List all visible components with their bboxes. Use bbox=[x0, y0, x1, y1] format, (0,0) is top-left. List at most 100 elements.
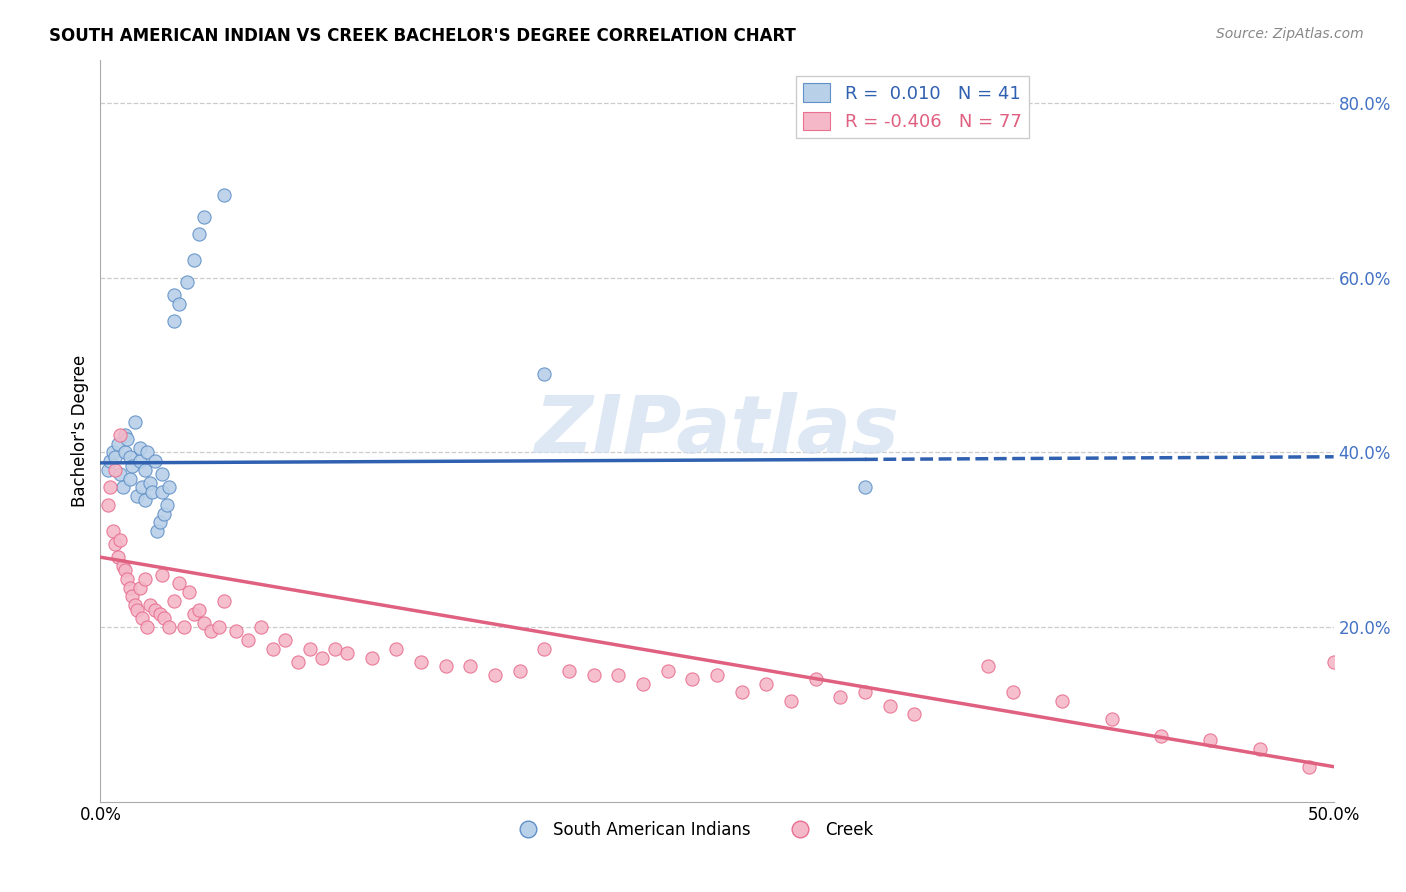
Point bbox=[114, 563, 136, 577]
Point bbox=[128, 454, 150, 468]
Point bbox=[111, 480, 134, 494]
Point bbox=[156, 498, 179, 512]
Point bbox=[298, 641, 321, 656]
Point bbox=[183, 253, 205, 268]
Point bbox=[533, 367, 555, 381]
Point bbox=[188, 227, 211, 242]
Point bbox=[148, 515, 170, 529]
Point bbox=[118, 581, 141, 595]
Point bbox=[153, 611, 176, 625]
Point bbox=[143, 602, 166, 616]
Point bbox=[193, 615, 215, 630]
Point bbox=[121, 458, 143, 473]
Point bbox=[385, 641, 408, 656]
Point bbox=[107, 436, 129, 450]
Point bbox=[360, 650, 382, 665]
Point bbox=[108, 533, 131, 547]
Point bbox=[249, 620, 271, 634]
Point bbox=[127, 602, 149, 616]
Point bbox=[804, 673, 827, 687]
Point bbox=[1150, 729, 1173, 743]
Point bbox=[141, 484, 163, 499]
Point bbox=[212, 594, 235, 608]
Point bbox=[150, 467, 173, 482]
Point bbox=[153, 507, 176, 521]
Point bbox=[558, 664, 581, 678]
Point bbox=[225, 624, 247, 639]
Point bbox=[208, 620, 231, 634]
Point bbox=[903, 707, 925, 722]
Point bbox=[1249, 742, 1271, 756]
Point bbox=[163, 594, 186, 608]
Point bbox=[134, 493, 156, 508]
Point bbox=[657, 664, 679, 678]
Point bbox=[143, 454, 166, 468]
Point bbox=[134, 572, 156, 586]
Point bbox=[98, 480, 121, 494]
Point bbox=[409, 655, 432, 669]
Point bbox=[879, 698, 901, 713]
Point bbox=[200, 624, 222, 639]
Point bbox=[311, 650, 333, 665]
Point bbox=[484, 668, 506, 682]
Point bbox=[1298, 759, 1320, 773]
Point bbox=[104, 537, 127, 551]
Point bbox=[853, 685, 876, 699]
Point bbox=[124, 415, 146, 429]
Point bbox=[114, 428, 136, 442]
Point bbox=[108, 467, 131, 482]
Point bbox=[323, 641, 346, 656]
Point bbox=[128, 441, 150, 455]
Point bbox=[1052, 694, 1074, 708]
Point bbox=[117, 433, 139, 447]
Point bbox=[138, 598, 160, 612]
Point bbox=[607, 668, 630, 682]
Point bbox=[1101, 712, 1123, 726]
Point bbox=[212, 187, 235, 202]
Point bbox=[631, 677, 654, 691]
Point bbox=[434, 659, 457, 673]
Point bbox=[136, 620, 159, 634]
Point bbox=[1323, 655, 1346, 669]
Point bbox=[730, 685, 752, 699]
Point bbox=[121, 590, 143, 604]
Point bbox=[97, 498, 120, 512]
Y-axis label: Bachelor's Degree: Bachelor's Degree bbox=[72, 354, 89, 507]
Text: ZIPatlas: ZIPatlas bbox=[534, 392, 900, 469]
Point bbox=[146, 524, 169, 538]
Point bbox=[104, 463, 127, 477]
Point bbox=[533, 641, 555, 656]
Point bbox=[176, 275, 198, 289]
Point bbox=[173, 620, 195, 634]
Point bbox=[274, 633, 297, 648]
Point bbox=[128, 581, 150, 595]
Point bbox=[138, 475, 160, 490]
Point bbox=[163, 314, 186, 328]
Point bbox=[262, 641, 284, 656]
Point bbox=[101, 524, 124, 538]
Point bbox=[853, 480, 876, 494]
Point bbox=[157, 620, 180, 634]
Point bbox=[134, 463, 156, 477]
Point bbox=[157, 480, 180, 494]
Point bbox=[111, 558, 134, 573]
Point bbox=[97, 463, 120, 477]
Point bbox=[101, 445, 124, 459]
Point bbox=[509, 664, 531, 678]
Point bbox=[287, 655, 309, 669]
Point bbox=[124, 598, 146, 612]
Point bbox=[98, 454, 121, 468]
Point bbox=[107, 550, 129, 565]
Point bbox=[117, 572, 139, 586]
Point bbox=[179, 585, 201, 599]
Point bbox=[169, 297, 191, 311]
Point bbox=[977, 659, 1000, 673]
Point bbox=[336, 646, 359, 660]
Point bbox=[582, 668, 605, 682]
Point bbox=[780, 694, 803, 708]
Point bbox=[755, 677, 778, 691]
Point bbox=[150, 484, 173, 499]
Point bbox=[131, 611, 153, 625]
Point bbox=[183, 607, 205, 621]
Point bbox=[118, 450, 141, 464]
